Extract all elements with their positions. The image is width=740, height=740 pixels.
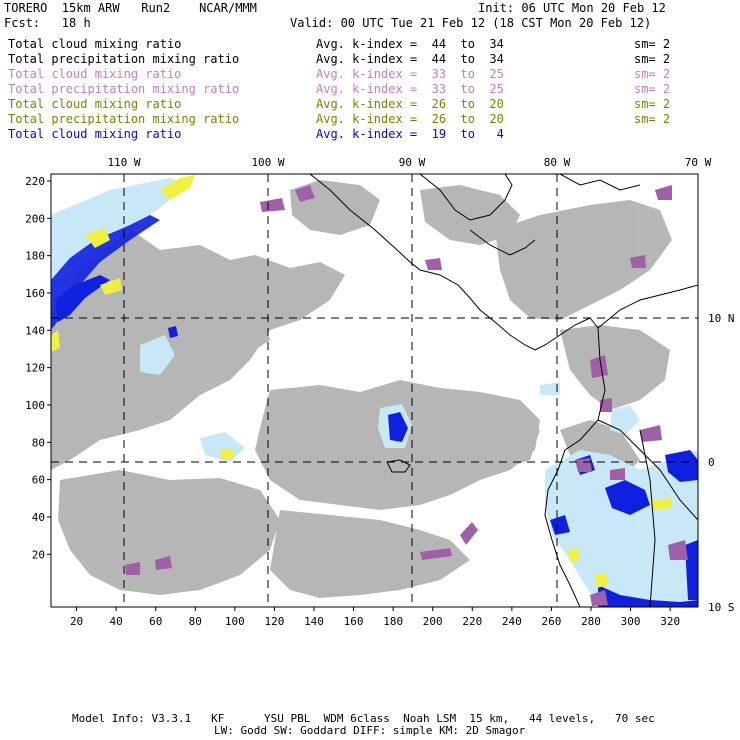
legend-field: Total cloud mixing ratio — [8, 127, 182, 141]
x-tick-label: 200 — [423, 615, 443, 628]
legend-field: Total precipitation mixing ratio — [8, 112, 240, 126]
x-tick-label: 160 — [344, 615, 364, 628]
x-tick-label: 80 — [189, 615, 202, 628]
y-tick-label: 80 — [32, 436, 45, 449]
cloud-cover-layer — [51, 180, 672, 598]
lat-label: 0 — [708, 456, 715, 469]
x-tick-label: 260 — [541, 615, 561, 628]
y-tick-label: 40 — [32, 511, 45, 524]
legend-field: Total precipitation mixing ratio — [8, 82, 240, 96]
axis-ticks — [47, 180, 671, 611]
x-tick-label: 140 — [304, 615, 324, 628]
x-tick-label: 20 — [70, 615, 83, 628]
valid-time: Valid: 00 UTC Tue 21 Feb 12 (18 CST Mon … — [290, 16, 652, 30]
legend-smooth: sm= 2 — [634, 37, 671, 51]
x-tick-label: 180 — [383, 615, 403, 628]
grid-lines — [51, 174, 698, 607]
legend-kindex: Avg. k-index = 26 to 20 — [316, 97, 504, 111]
x-tick-label: 220 — [462, 615, 482, 628]
y-tick-label: 140 — [25, 324, 45, 337]
legend-smooth: sm= 2 — [634, 67, 671, 81]
physics-info: LW: Godd SW: Goddard DIFF: simple KM: 2D… — [214, 724, 526, 737]
forecast-hour: Fcst: 18 h — [4, 16, 91, 30]
legend-kindex: Avg. k-index = 33 to 25 — [316, 67, 504, 81]
blue-intense-layer — [51, 215, 698, 607]
legend-smooth: sm= 2 — [634, 82, 671, 96]
y-tick-label: 220 — [25, 175, 45, 188]
y-tick-label: 160 — [25, 287, 45, 300]
y-tick-label: 200 — [25, 212, 45, 225]
legend-smooth: sm= 2 — [634, 97, 671, 111]
legend-kindex: Avg. k-index = 19 to 4 — [316, 127, 504, 141]
lat-label: 10 S — [708, 601, 735, 614]
y-tick-label: 20 — [32, 548, 45, 561]
coastline-layer — [309, 174, 698, 607]
legend-kindex: Avg. k-index = 26 to 20 — [316, 112, 504, 126]
init-time: Init: 06 UTC Mon 20 Feb 12 — [478, 1, 666, 15]
model-title: TORERO 15km ARW Run2 NCAR/MMM — [4, 1, 257, 15]
x-tick-label: 120 — [264, 615, 284, 628]
legend-smooth: sm= 2 — [634, 112, 671, 126]
lon-label: 80 W — [544, 156, 571, 169]
legend-kindex: Avg. k-index = 33 to 25 — [316, 82, 504, 96]
map-frame — [50, 173, 699, 608]
lon-label: 110 W — [107, 156, 140, 169]
x-tick-label: 300 — [621, 615, 641, 628]
lon-label: 70 W — [685, 156, 712, 169]
legend-field: Total cloud mixing ratio — [8, 67, 182, 81]
x-tick-label: 280 — [581, 615, 601, 628]
legend-smooth: sm= 2 — [634, 52, 671, 66]
x-tick-label: 240 — [502, 615, 522, 628]
purple-layer — [125, 185, 688, 606]
legend-field: Total cloud mixing ratio — [8, 37, 182, 51]
x-tick-label: 60 — [149, 615, 162, 628]
light-blue-layer — [51, 178, 698, 607]
legend-field: Total precipitation mixing ratio — [8, 52, 240, 66]
y-tick-label: 60 — [32, 474, 45, 487]
x-tick-label: 100 — [225, 615, 245, 628]
map-field — [51, 174, 698, 607]
legend-field: Total cloud mixing ratio — [8, 97, 182, 111]
lon-label: 90 W — [399, 156, 426, 169]
y-tick-label: 100 — [25, 399, 45, 412]
y-tick-label: 120 — [25, 362, 45, 375]
legend-kindex: Avg. k-index = 44 to 34 — [316, 37, 504, 51]
yellow-layer — [51, 175, 672, 588]
y-tick-label: 180 — [25, 250, 45, 263]
model-info: Model Info: V3.3.1 KF YSU PBL WDM 6class… — [72, 712, 655, 725]
x-tick-label: 40 — [110, 615, 123, 628]
lon-label: 100 W — [251, 156, 284, 169]
x-tick-label: 320 — [660, 615, 680, 628]
lat-label: 10 N — [708, 312, 735, 325]
legend-kindex: Avg. k-index = 44 to 34 — [316, 52, 504, 66]
